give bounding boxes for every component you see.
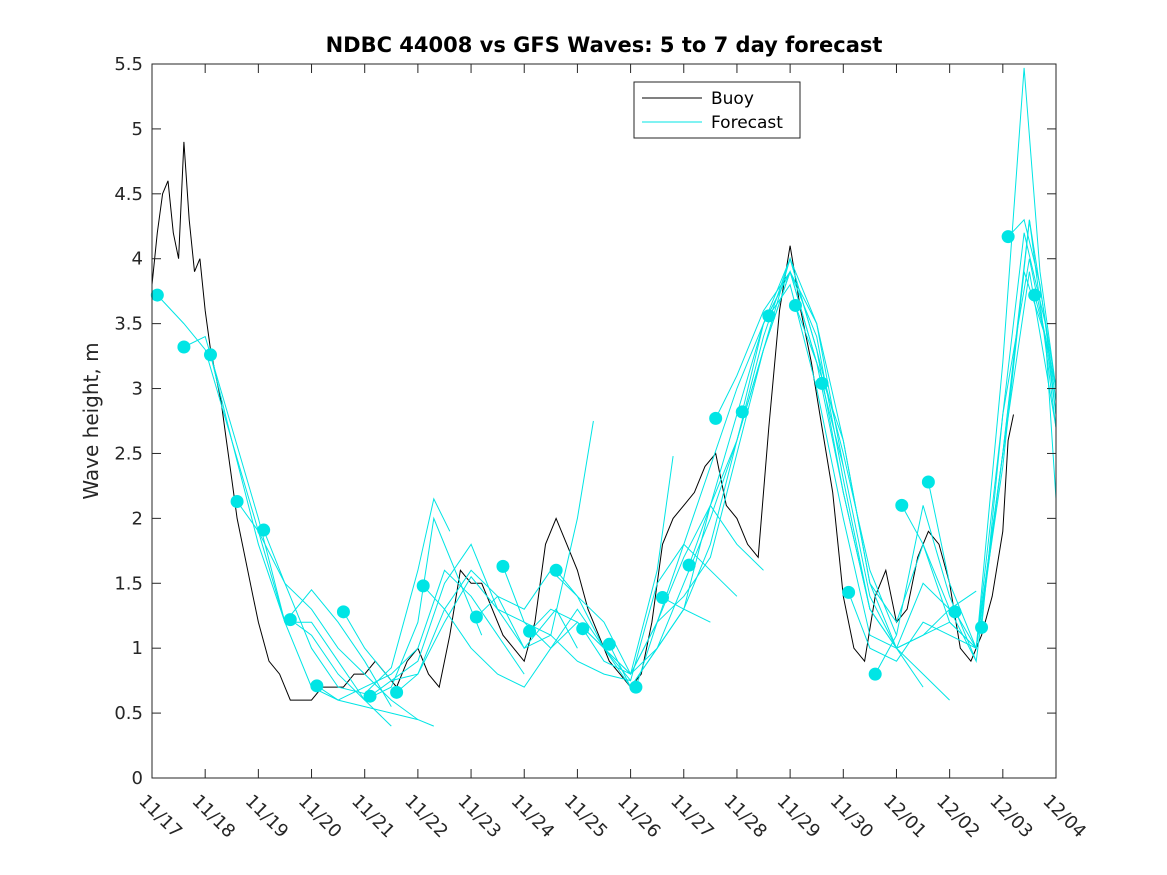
forecast-line-6 <box>290 516 483 701</box>
forecast-line-8 <box>342 543 578 682</box>
forecast-point-20 <box>682 558 696 572</box>
forecast-line-26 <box>848 67 1057 662</box>
forecast-line-10 <box>396 575 631 693</box>
legend-forecast-label: Forecast <box>711 113 783 133</box>
forecast-point-6 <box>283 613 297 627</box>
forecast-line-9 <box>369 420 594 697</box>
forecast-point-15 <box>549 563 563 577</box>
forecast-point-23 <box>762 309 776 323</box>
forecast-point-10 <box>390 685 404 699</box>
forecast-point-16 <box>576 622 590 636</box>
y-tick-label: 1.5 <box>114 573 143 594</box>
y-tick-label: 4 <box>132 249 143 270</box>
axes-box <box>151 63 1057 779</box>
forecast-line-20 <box>688 270 924 688</box>
forecast-point-30 <box>948 605 962 619</box>
forecast-point-25 <box>815 376 829 390</box>
forecast-point-26 <box>842 585 856 599</box>
legend-buoy-label: Buoy <box>711 89 754 109</box>
y-tick-labels: 0 0.5 1 1.5 2 2.5 3 3.5 4 4.5 5 5.5 <box>114 54 143 789</box>
forecast-line-24 <box>794 305 977 662</box>
forecast-point-11 <box>416 579 430 593</box>
forecast-point-2 <box>177 340 191 354</box>
forecast-point-22 <box>735 405 749 419</box>
forecast-point-3 <box>203 348 217 362</box>
forecast-line-32 <box>1007 218 1057 402</box>
legend-box <box>633 81 801 139</box>
y-tick-label: 1 <box>132 638 143 659</box>
y-tick-label: 3 <box>132 379 143 400</box>
forecast-point-13 <box>496 559 510 573</box>
forecast-point-14 <box>523 624 537 638</box>
plot-area <box>152 64 1056 778</box>
forecast-point-24 <box>788 298 802 312</box>
forecast-point-17 <box>602 637 616 651</box>
forecast-line-3 <box>210 354 392 707</box>
forecast-point-31 <box>975 620 989 634</box>
forecast-point-9 <box>363 689 377 703</box>
forecast-point-5 <box>257 523 271 537</box>
y-tick-label: 4.5 <box>114 184 143 205</box>
buoy-line <box>151 141 1014 701</box>
forecast-point-1 <box>150 288 164 302</box>
buoy-series <box>151 141 1014 701</box>
y-tick-label: 0.5 <box>114 703 143 724</box>
forecast-point-28 <box>895 498 909 512</box>
forecast-line-4 <box>236 501 434 727</box>
tick-marks <box>151 63 1057 779</box>
y-tick-label: 3.5 <box>114 314 143 335</box>
y-tick-label: 0 <box>132 768 143 789</box>
forecast-line-18 <box>635 270 871 688</box>
y-tick-label: 2 <box>132 508 143 529</box>
forecast-point-27 <box>868 667 882 681</box>
forecast-line-23 <box>768 283 977 649</box>
forecast-line-21 <box>715 270 950 701</box>
axes <box>151 63 1057 779</box>
chart-title: NDBC 44008 vs GFS Waves: 5 to 7 day fore… <box>326 33 883 57</box>
forecast-line-31 <box>981 258 1057 628</box>
forecast-point-8 <box>336 605 350 619</box>
legend: Buoy Forecast <box>633 81 801 139</box>
forecast-point-4 <box>230 494 244 508</box>
y-tick-label: 5 <box>132 119 143 140</box>
y-tick-label: 5.5 <box>114 54 143 75</box>
forecast-line-27 <box>874 271 1057 675</box>
forecast-point-7 <box>310 679 324 693</box>
forecast-point-12 <box>469 610 483 624</box>
forecast-point-29 <box>921 475 935 489</box>
y-axis-label: Wave height, m <box>79 342 103 499</box>
forecast-point-33 <box>1028 288 1042 302</box>
y-tick-label: 2.5 <box>114 443 143 464</box>
forecast-point-18 <box>629 680 643 694</box>
forecast-line-28 <box>901 232 1057 650</box>
forecast-line-7 <box>316 569 525 701</box>
forecast-point-19 <box>655 591 669 605</box>
forecast-point-21 <box>709 411 723 425</box>
forecast-line-30 <box>954 271 1057 650</box>
forecast-series <box>150 67 1057 727</box>
forecast-line-17 <box>608 257 844 689</box>
forecast-point-32 <box>1001 230 1015 244</box>
